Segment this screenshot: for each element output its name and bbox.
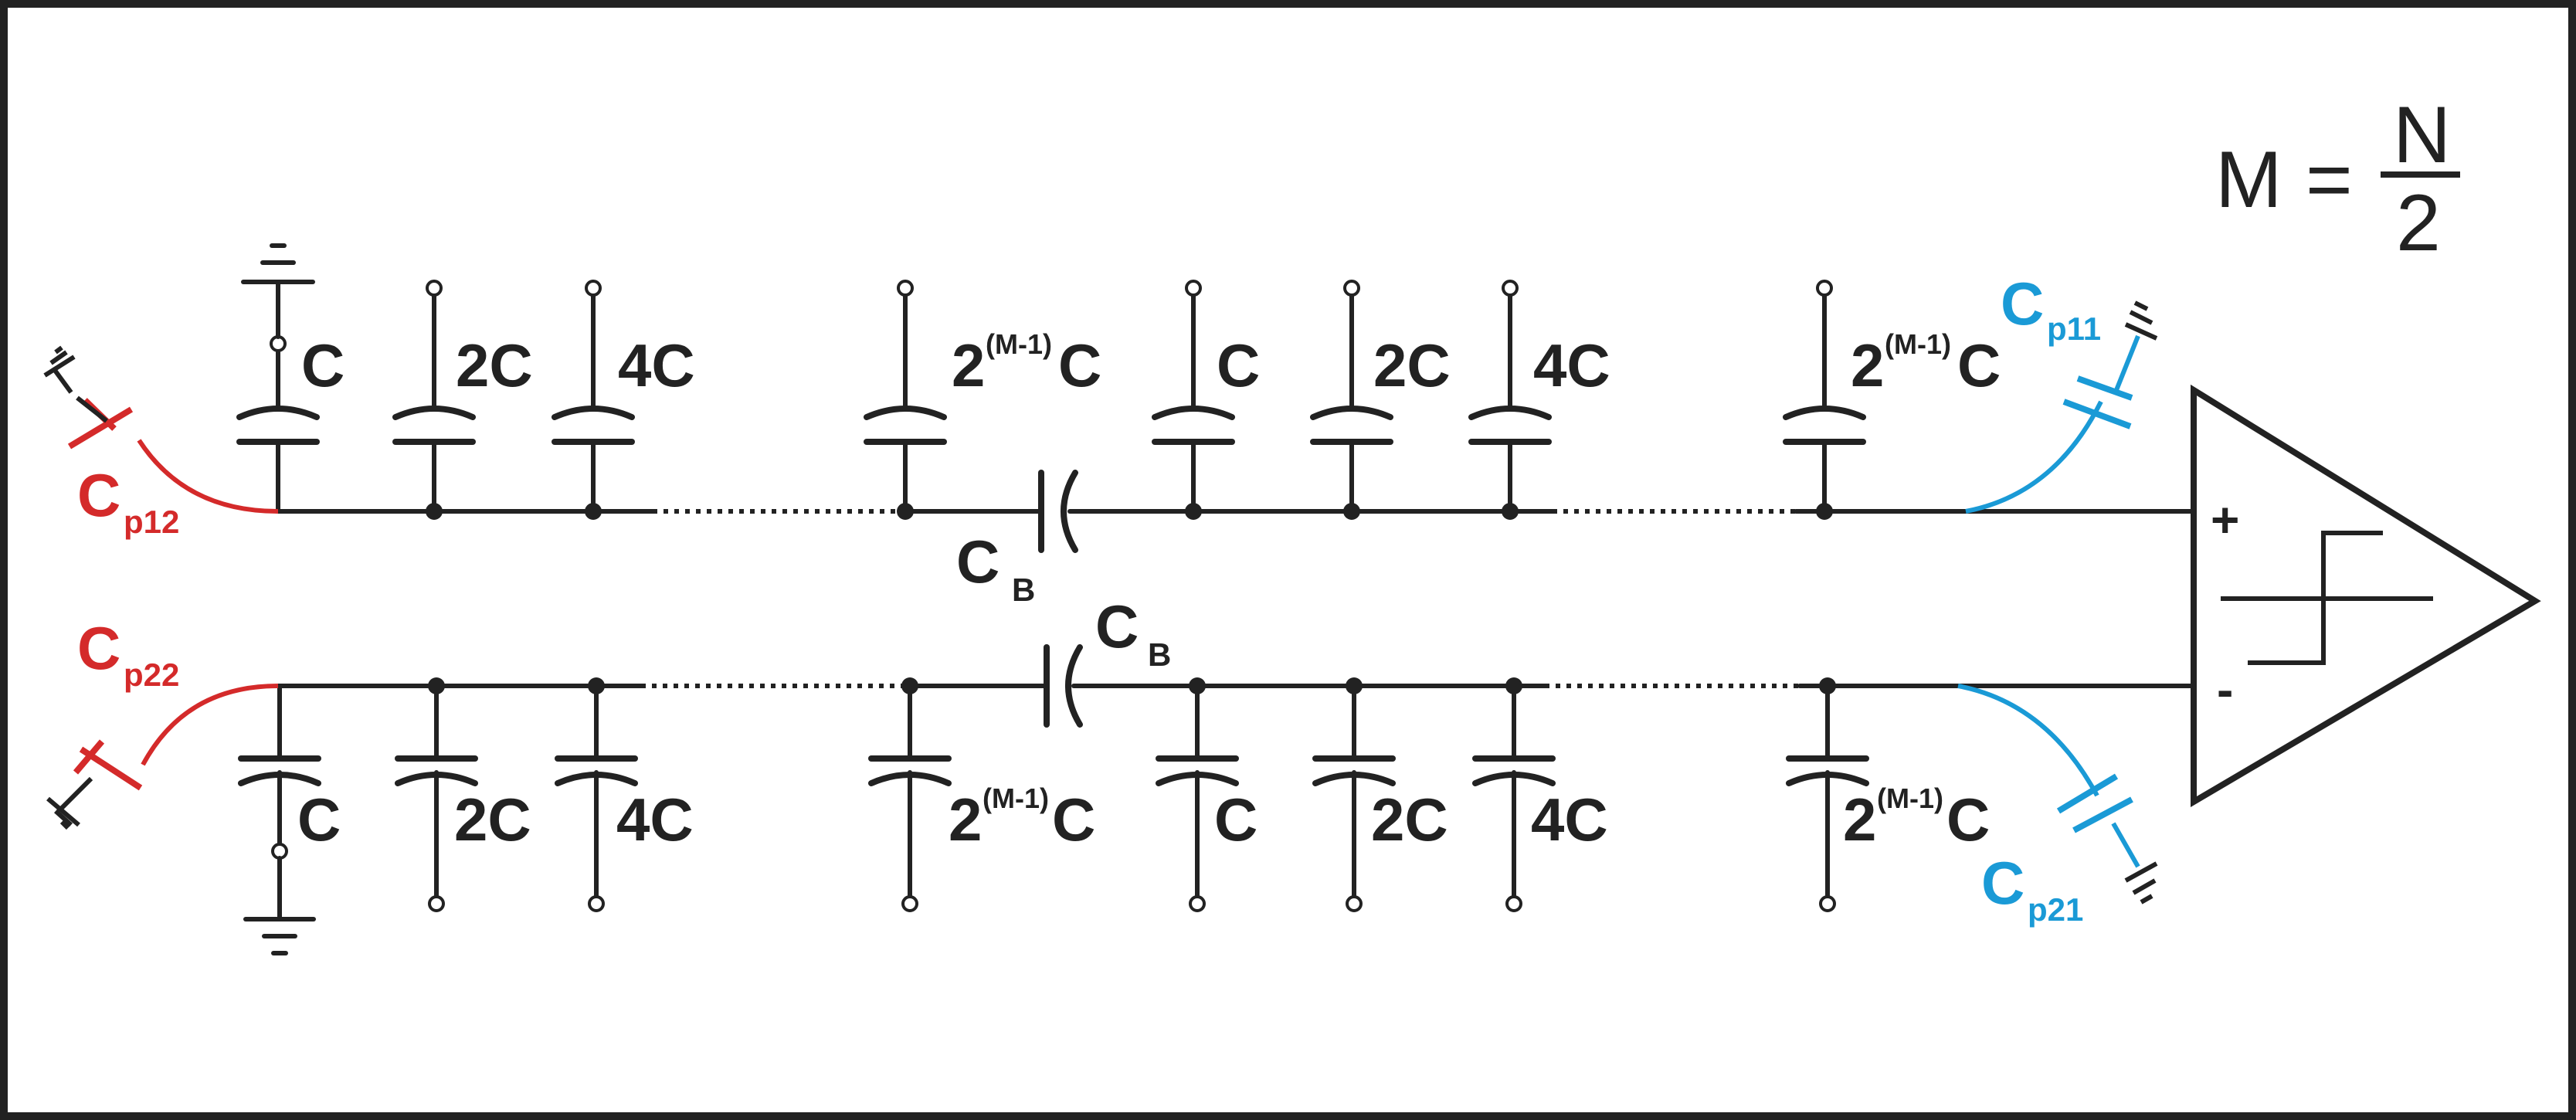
ground-icon (2124, 322, 2158, 341)
cp11-label: C p11 (2001, 270, 2101, 347)
cb-label-bottom: C (1095, 592, 1139, 660)
ground-icon (46, 796, 80, 827)
top-cap-pow-label: 2 (M-1) C (952, 328, 1101, 399)
top-cap-pow (864, 280, 947, 514)
top-cap-c-r (1152, 280, 1235, 514)
bottom-cap-c-label: C (297, 786, 341, 854)
bottom-rail: C B C 2C (238, 592, 2196, 955)
parasitic-cp22 (46, 684, 279, 830)
cb-sub-top: B (1012, 572, 1035, 608)
bottom-cap-pow (868, 684, 952, 912)
bottom-cap-4c-r-label: 4C (1531, 786, 1608, 854)
bottom-cap-c-grounded (238, 684, 321, 955)
top-cap-pow-r (1783, 280, 1866, 514)
formula-lhs: M (2215, 135, 2282, 225)
minus-sign: - (2217, 662, 2233, 718)
svg-text:p12: p12 (124, 504, 179, 540)
parasitic-cp11 (1965, 300, 2158, 514)
formula-eq: = (2306, 135, 2353, 225)
bottom-cap-4c-r (1472, 684, 1556, 912)
svg-text:(M-1): (M-1) (986, 328, 1052, 360)
cb-capacitor-top (1038, 470, 1078, 553)
svg-text:(M-1): (M-1) (983, 782, 1049, 814)
hysteresis-icon (2221, 531, 2433, 665)
cb-capacitor-bottom (1044, 644, 1083, 728)
ground-icon (43, 355, 76, 378)
svg-text:C: C (1946, 786, 1990, 854)
bottom-cap-c-r (1156, 684, 1239, 912)
top-cap-c-label: C (301, 331, 344, 399)
svg-text:C: C (77, 461, 120, 529)
top-cap-4c-r-label: 4C (1533, 331, 1610, 399)
plus-sign: + (2211, 492, 2239, 548)
svg-text:(M-1): (M-1) (1877, 782, 1943, 814)
cp22-label: C p22 (77, 614, 179, 693)
bottom-cap-c-r-label: C (1214, 786, 1257, 854)
top-cap-2c-r (1310, 280, 1393, 514)
top-cap-pow-r-label: 2 (M-1) C (1851, 328, 2001, 399)
svg-text:C: C (1981, 849, 2024, 917)
formula-den: 2 (2396, 178, 2441, 268)
bottom-cap-4c-label: 4C (616, 786, 694, 854)
bottom-cap-4c (555, 684, 638, 912)
svg-text:(M-1): (M-1) (1885, 328, 1951, 360)
bottom-cap-2c (395, 684, 478, 912)
svg-text:p21: p21 (2028, 891, 2083, 928)
top-cap-4c (552, 280, 635, 514)
top-cap-4c-r (1468, 280, 1552, 514)
formula: M = N 2 (2215, 90, 2460, 268)
bottom-cap-pow-r-label: 2 (M-1) C (1843, 782, 1990, 854)
bottom-cap-2c-label: 2C (454, 786, 531, 854)
bottom-cap-pow-label: 2 (M-1) C (949, 782, 1095, 854)
cp12-label: C p12 (77, 461, 179, 540)
top-cap-4c-label: 4C (618, 331, 695, 399)
comparator: + - (2191, 384, 2541, 807)
bottom-cap-pow-r (1786, 684, 1869, 912)
svg-text:2: 2 (1843, 786, 1876, 854)
top-cap-2c-label: 2C (456, 331, 533, 399)
svg-text:C: C (2001, 270, 2044, 338)
top-cap-2c (392, 280, 476, 514)
svg-text:p22: p22 (124, 657, 179, 693)
top-cap-c-r-label: C (1217, 331, 1260, 399)
cp21-label: C p21 (1981, 849, 2083, 928)
parasitic-cp21 (1957, 684, 2158, 904)
top-rail: C B C 2C (236, 243, 2196, 608)
svg-text:2: 2 (1851, 331, 1884, 399)
cb-sub-bottom: B (1148, 636, 1171, 673)
top-cap-c-grounded (236, 243, 320, 514)
svg-text:C: C (1957, 331, 2001, 399)
svg-text:p11: p11 (2047, 311, 2101, 347)
bottom-cap-2c-r (1312, 684, 1396, 912)
parasitic-cp12 (43, 345, 279, 514)
svg-text:C: C (77, 614, 120, 682)
svg-text:2: 2 (952, 331, 985, 399)
cb-label-top: C (956, 528, 1000, 596)
svg-text:C: C (1058, 331, 1101, 399)
top-cap-2c-r-label: 2C (1373, 331, 1451, 399)
bottom-cap-2c-r-label: 2C (1371, 786, 1448, 854)
formula-num: N (2393, 90, 2451, 180)
svg-text:2: 2 (949, 786, 982, 854)
ground-icon (2124, 861, 2158, 883)
svg-text:C: C (1052, 786, 1095, 854)
